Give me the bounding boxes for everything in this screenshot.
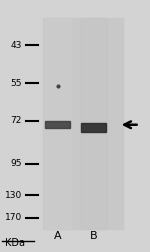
Bar (44, 18, 71, 229)
Bar (81, 123, 106, 132)
Bar (80, 18, 107, 229)
Text: KDa: KDa (5, 238, 26, 248)
Text: 72: 72 (11, 116, 22, 125)
Text: 130: 130 (5, 191, 22, 200)
Text: 95: 95 (10, 159, 22, 168)
Text: 170: 170 (5, 213, 22, 223)
Text: 43: 43 (11, 41, 22, 50)
Bar (43, 18, 123, 229)
Bar (45, 121, 70, 128)
Text: A: A (54, 231, 61, 241)
Text: B: B (90, 231, 97, 241)
Text: 55: 55 (10, 79, 22, 88)
